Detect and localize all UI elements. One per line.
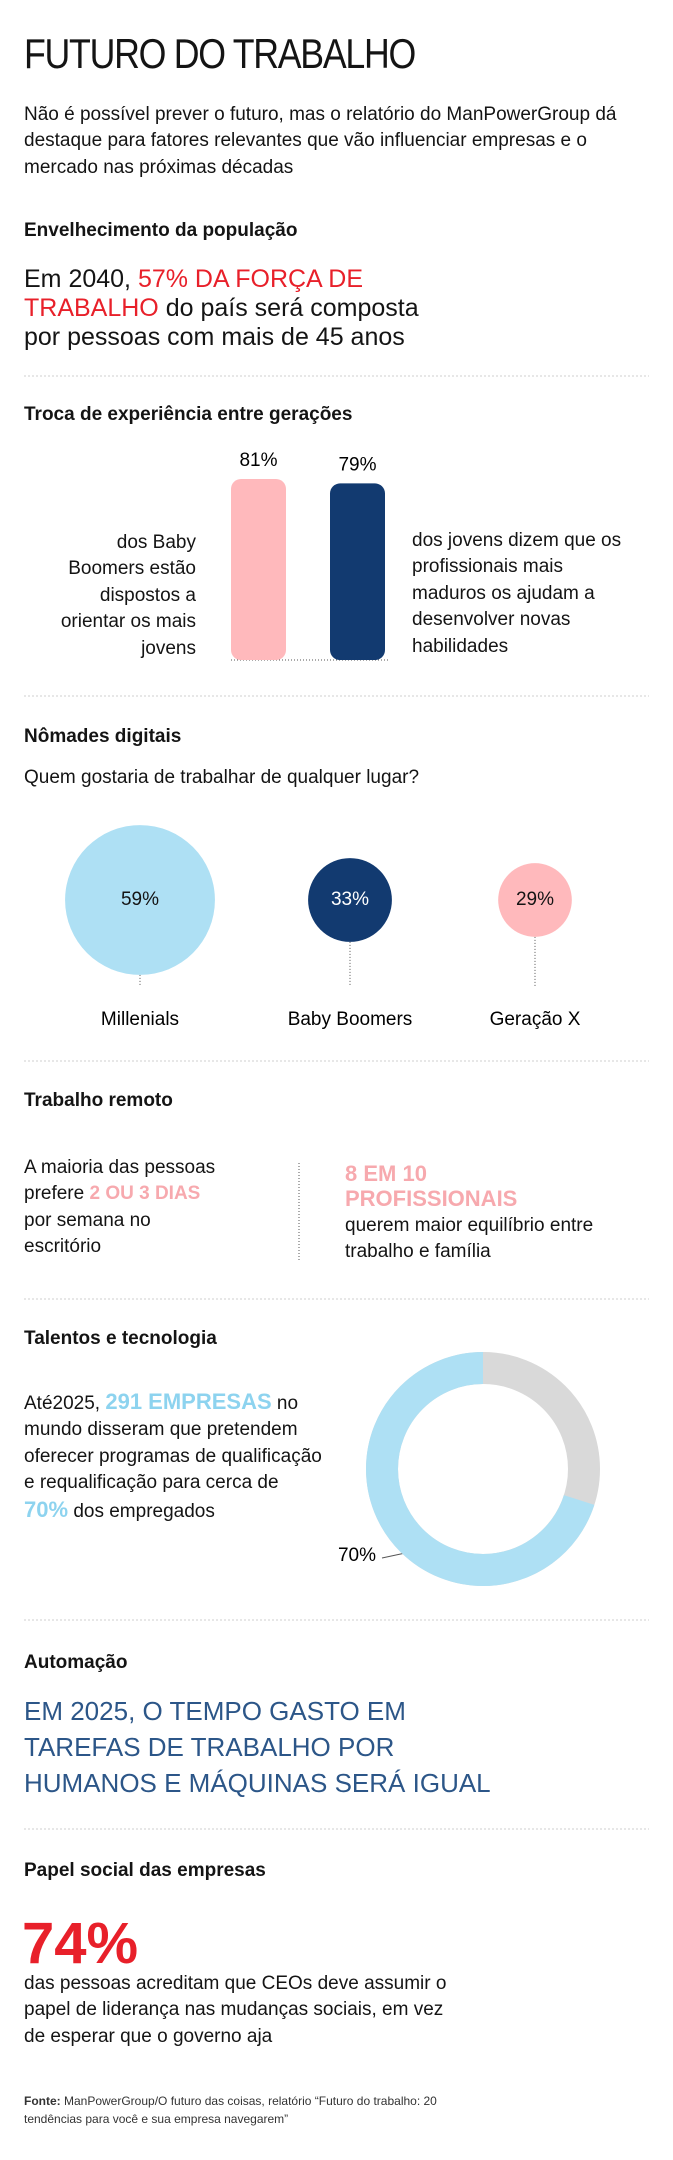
text: no mundo disseram que pretendem oferecer… [24,1393,322,1494]
source-label: Fonte: [24,2094,61,2108]
section-heading: Troca de experiência entre gerações [24,404,353,425]
section-heading: Envelhecimento da população [24,220,298,241]
left-text: A maioria das pessoas prefere 2 OU 3 DIA… [24,1155,229,1261]
big-figure: 74% [22,1911,139,1976]
text: A maioria das pessoas prefere [24,1157,216,1205]
category-label: Baby Boomers [288,1009,413,1030]
text: Em 2040, [24,265,138,293]
automation-text: EM 2025, O TEMPO GASTO EM TAREFAS DE TRA… [24,1696,491,1798]
bar [231,478,286,660]
highlight: 2 OU 3 DIAS [89,1183,201,1205]
text: dos empregados [68,1500,215,1522]
bubble [65,825,215,975]
section-heading: Papel social das empresas [24,1860,266,1881]
source-text: ManPowerGroup/O futuro das coisas, relat… [24,2094,437,2126]
section-heading: Trabalho remoto [24,1090,173,1111]
source: Fonte: ManPowerGroup/O futuro das coisas… [24,2092,464,2128]
donut-segment [366,1352,600,1586]
text: Até2025, [24,1393,106,1414]
left-text: dos Baby Boomers estão dispostos a orien… [60,532,196,659]
right-text: dos jovens dizem que os profissionais ma… [412,530,622,657]
section-heading: Nômades digitais [24,726,182,747]
intro: Não é possível prever o futuro, mas o re… [24,104,617,178]
highlight: 70% [24,1496,69,1522]
section-heading: Talentos e tecnologia [24,1328,217,1349]
text: do país será composta por pessoas com ma… [24,294,419,351]
bubble-label: 29% [516,889,554,910]
question: Quem gostaria de trabalhar de qualquer l… [24,767,420,788]
bar-label: 79% [338,454,376,475]
category-label: Millenials [101,1009,179,1030]
talent-text: Até2025, 291 EMPRESAS no mundo disseram … [24,1389,324,1525]
highlight: 57% DA FORÇA DE TRABALHO [24,265,364,322]
text: por semana no escritório [24,1209,151,1258]
title: FUTURO DO TRABALHO [24,30,416,77]
section-heading: Automação [24,1652,128,1673]
bubble-label: 33% [331,889,369,910]
highlight: 8 EM 10 PROFISSIONAIS [345,1161,518,1211]
bubble-label: 59% [121,889,159,910]
highlight: 291 EMPRESAS [105,1389,272,1414]
bubble [498,863,572,937]
right-text: querem maior equilíbrio entre trabalho e… [345,1215,594,1263]
aging-text: Em 2040, 57% DA FORÇA DE TRABALHO do paí… [24,265,424,352]
bubble [308,858,392,942]
donut-label: 70% [338,1545,376,1566]
social-text: das pessoas acreditam que CEOs deve assu… [24,1973,447,2047]
bar-label: 81% [239,450,277,471]
category-label: Geração X [490,1009,581,1030]
bar [330,483,385,660]
